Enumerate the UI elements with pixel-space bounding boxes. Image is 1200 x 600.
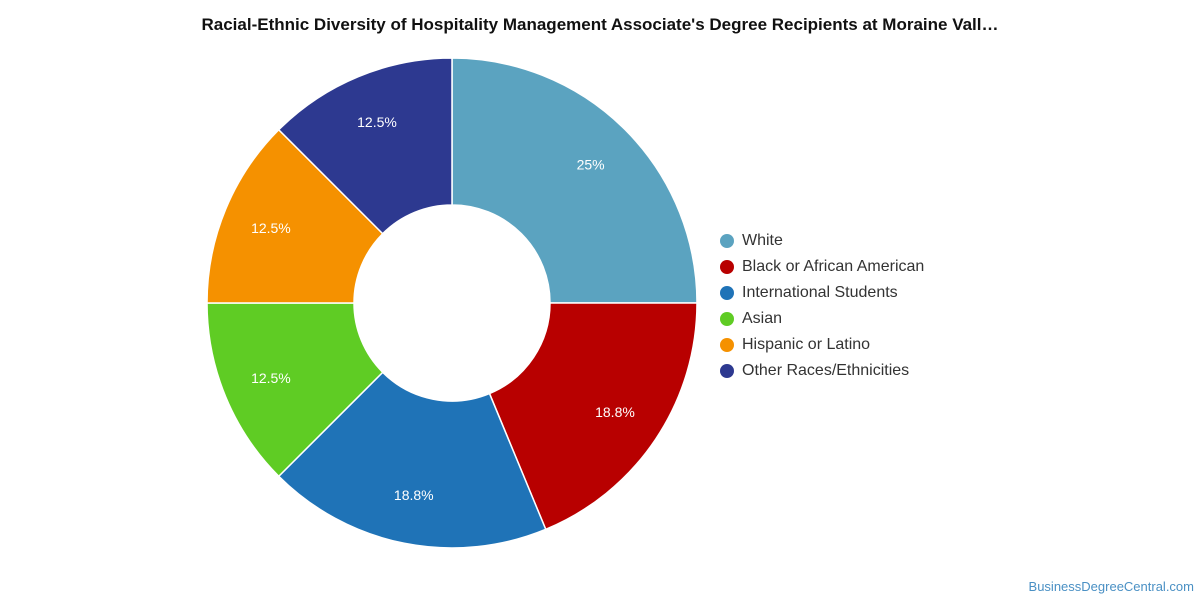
- legend-item[interactable]: International Students: [720, 280, 924, 306]
- slice-asian[interactable]: [206, 302, 384, 478]
- slice-data-label: 12.5%: [251, 370, 291, 386]
- legend-swatch: [720, 364, 734, 378]
- slice-data-label: 18.8%: [394, 487, 434, 503]
- legend-label: Black or African American: [742, 258, 925, 275]
- slice-data-label: 12.5%: [357, 114, 397, 130]
- legend-label: Other Races/Ethnicities: [742, 362, 910, 379]
- slice-white[interactable]: [451, 57, 698, 304]
- slice-hispanic-or-latino[interactable]: [206, 128, 384, 304]
- legend-swatch: [720, 312, 734, 326]
- slice-black-or-african-american[interactable]: [488, 302, 698, 531]
- legend-swatch: [720, 338, 734, 352]
- legend-item[interactable]: Other Races/Ethnicities: [720, 358, 924, 384]
- slice-international-students[interactable]: [277, 371, 547, 549]
- slice-data-label: 12.5%: [251, 220, 291, 236]
- slice-data-label: 25%: [577, 156, 605, 172]
- legend-label: International Students: [742, 284, 898, 301]
- legend-label: Asian: [742, 310, 783, 327]
- chart-legend: White Black or African American Internatio…: [720, 228, 924, 384]
- slice-data-label: 18.8%: [595, 404, 635, 420]
- legend-label: Hispanic or Latino: [742, 336, 871, 353]
- legend-swatch: [720, 260, 734, 274]
- site-watermark[interactable]: BusinessDegreeCentral.com: [1028, 579, 1194, 594]
- legend-label: White: [742, 232, 783, 249]
- legend-item[interactable]: Hispanic or Latino: [720, 332, 924, 358]
- slice-other-races-ethnicities[interactable]: [277, 57, 453, 235]
- legend-item[interactable]: White: [720, 228, 924, 254]
- legend-item[interactable]: Asian: [720, 306, 924, 332]
- legend-swatch: [720, 286, 734, 300]
- legend-swatch: [720, 234, 734, 248]
- legend-item[interactable]: Black or African American: [720, 254, 924, 280]
- chart-title: Racial-Ethnic Diversity of Hospitality M…: [201, 15, 999, 34]
